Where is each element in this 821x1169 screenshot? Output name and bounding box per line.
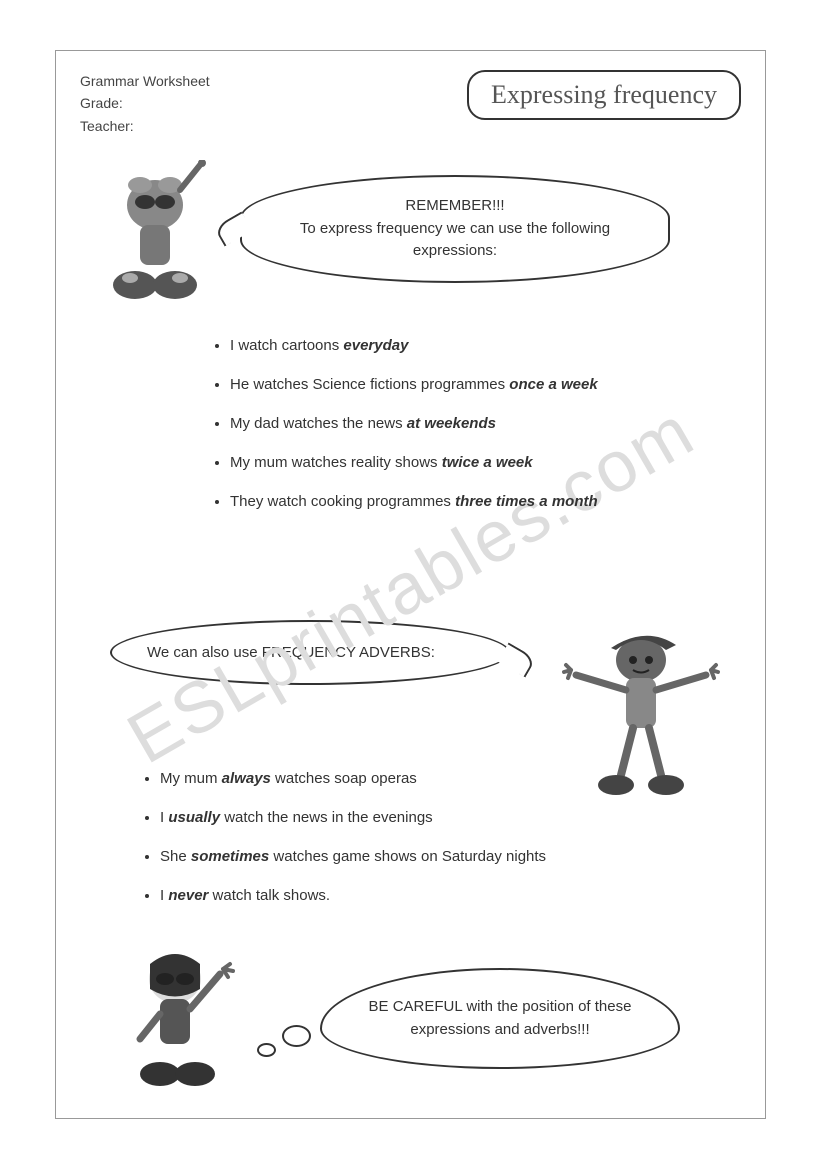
examples-list-2: My mum always watches soap operas I usua… [160,770,546,926]
example-emphasis: usually [168,809,220,826]
header-line-2: Grade: [80,92,210,114]
cartoon-character-1 [90,160,220,310]
example-post: watch talk shows. [208,887,330,904]
example-item: My dad watches the news at weekends [230,415,741,432]
example-item: My mum always watches soap operas [160,770,546,787]
speech-bubble-1: REMEMBER!!! To express frequency we can … [240,175,670,283]
example-emphasis: never [168,887,208,904]
example-pre: My mum [160,770,222,787]
speech1-line2: To express frequency we can use the foll… [272,218,638,263]
example-emphasis: sometimes [191,848,269,865]
examples-list-1: I watch cartoons everyday He watches Sci… [230,337,741,510]
character-waving-icon [115,939,245,1089]
header-row: Grammar Worksheet Grade: Teacher: Expres… [80,70,741,137]
example-item: I usually watch the news in the evenings [160,809,546,826]
example-text: He watches Science fictions programmes [230,376,509,393]
example-emphasis: once a week [509,376,597,393]
example-emphasis: at weekends [407,415,496,432]
example-text: I watch cartoons [230,337,343,354]
example-item: I watch cartoons everyday [230,337,741,354]
example-post: watches game shows on Saturday nights [269,848,546,865]
cartoon-character-2 [561,620,721,800]
character-pointing-icon [90,160,220,310]
example-item: They watch cooking programmes three time… [230,493,741,510]
example-text: My dad watches the news [230,415,407,432]
speech1-line1: REMEMBER!!! [272,195,638,218]
example-item: He watches Science fictions programmes o… [230,376,741,393]
example-text: They watch cooking programmes [230,493,455,510]
example-emphasis: always [222,770,271,787]
header-info: Grammar Worksheet Grade: Teacher: [80,70,210,137]
content-area: Grammar Worksheet Grade: Teacher: Expres… [0,0,821,602]
example-emphasis: everyday [343,337,408,354]
header-line-3: Teacher: [80,115,210,137]
example-emphasis: twice a week [442,454,533,471]
cartoon-character-3 [115,939,245,1089]
example-emphasis: three times a month [455,493,598,510]
example-post: watch the news in the evenings [220,809,433,826]
example-text: My mum watches reality shows [230,454,442,471]
example-item: She sometimes watches game shows on Satu… [160,848,546,865]
example-post: watches soap operas [271,770,417,787]
header-line-1: Grammar Worksheet [80,70,210,92]
character-arms-out-icon [561,620,721,800]
example-item: I never watch talk shows. [160,887,546,904]
title-box: Expressing frequency [467,70,741,120]
speech-bubble-2: We can also use FREQUENCY ADVERBS: [110,620,510,685]
example-pre: She [160,848,191,865]
example-item: My mum watches reality shows twice a wee… [230,454,741,471]
